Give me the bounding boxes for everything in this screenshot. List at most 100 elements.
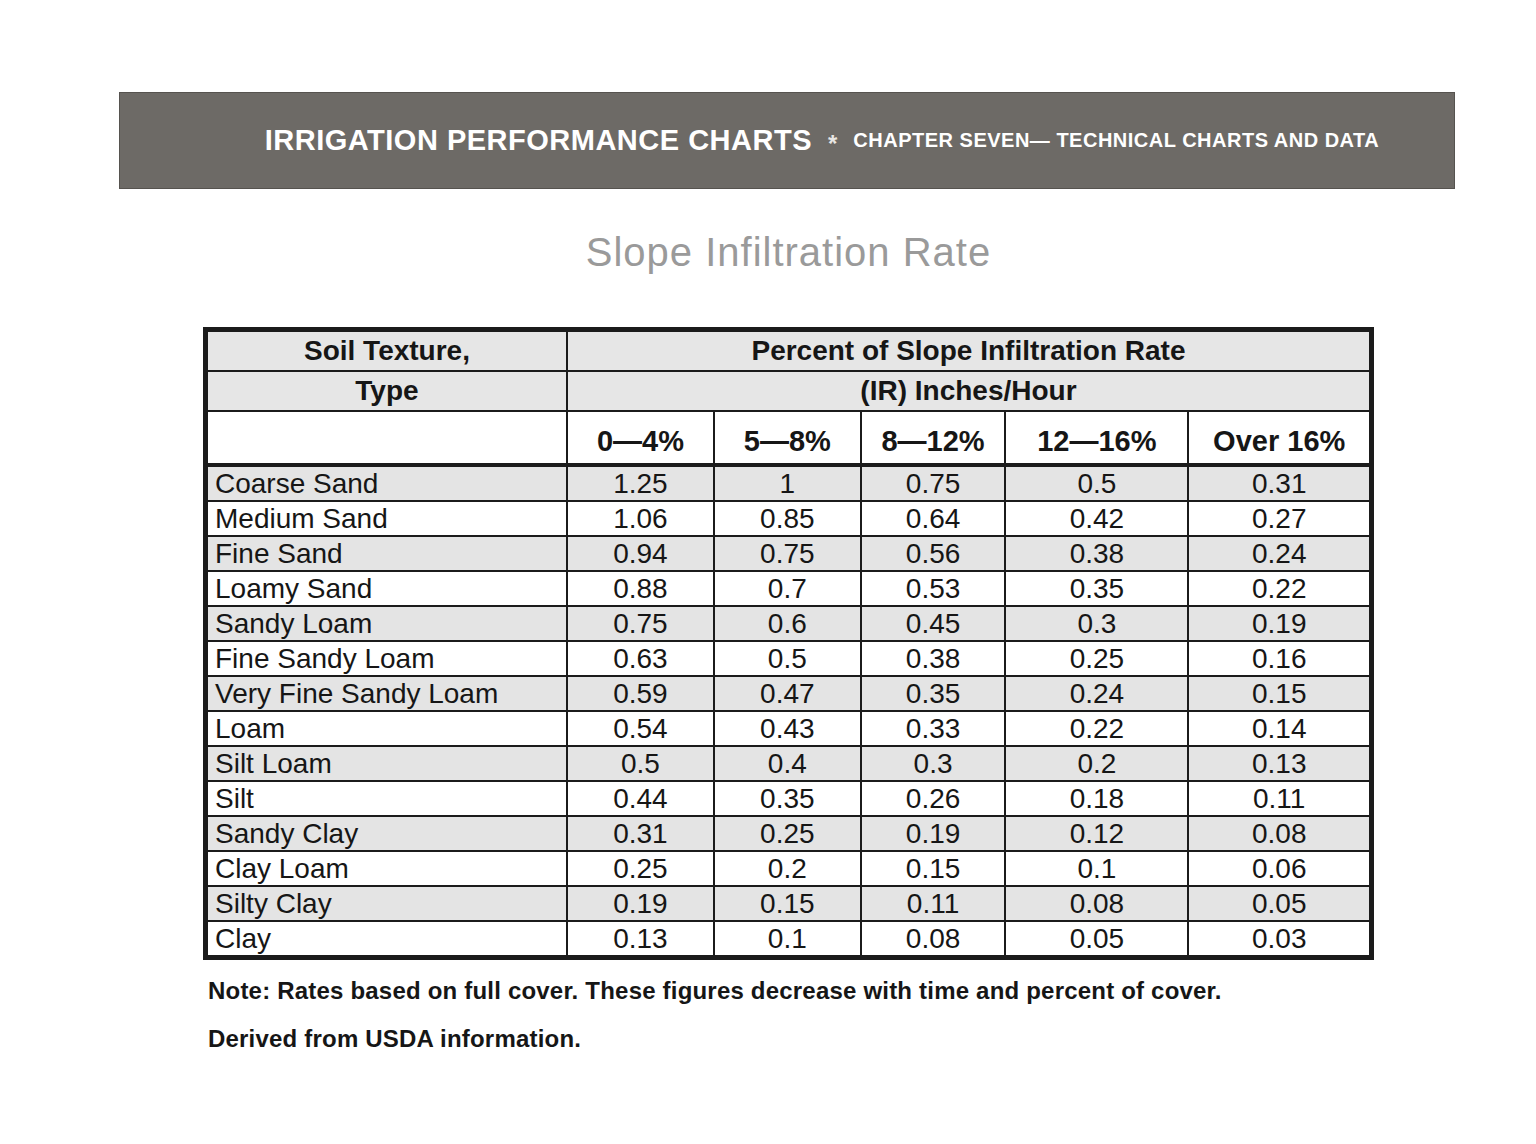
rate-cell: 0.25 <box>714 816 861 851</box>
rate-cell: 0.5 <box>567 746 714 781</box>
rate-cell: 0.43 <box>714 711 861 746</box>
rate-cell: 0.05 <box>1188 886 1371 921</box>
table-row: Silty Clay0.190.150.110.080.05 <box>206 886 1372 921</box>
rate-cell: 0.42 <box>1005 501 1188 536</box>
span-header-line2: (IR) Inches/Hour <box>567 371 1372 411</box>
chapter-header-bar: IRRIGATION PERFORMANCE CHARTS * CHAPTER … <box>119 92 1455 189</box>
soil-texture-cell: Clay <box>206 921 567 958</box>
soil-texture-cell: Medium Sand <box>206 501 567 536</box>
header-row-2: Type (IR) Inches/Hour <box>206 371 1372 411</box>
rate-cell: 1.06 <box>567 501 714 536</box>
rate-cell: 1.25 <box>567 465 714 501</box>
rate-cell: 0.22 <box>1005 711 1188 746</box>
scanned-page: IRRIGATION PERFORMANCE CHARTS * CHAPTER … <box>0 0 1536 1144</box>
table-row: Clay Loam0.250.20.150.10.06 <box>206 851 1372 886</box>
rate-cell: 0.63 <box>567 641 714 676</box>
rate-cell: 0.06 <box>1188 851 1371 886</box>
rate-cell: 0.27 <box>1188 501 1371 536</box>
soil-texture-cell: Loamy Sand <box>206 571 567 606</box>
rate-cell: 0.33 <box>861 711 1006 746</box>
rate-cell: 0.38 <box>861 641 1006 676</box>
span-header-line1: Percent of Slope Infiltration Rate <box>567 330 1372 372</box>
rate-cell: 0.19 <box>861 816 1006 851</box>
soil-texture-header-line1: Soil Texture, <box>206 330 567 372</box>
table-row: Very Fine Sandy Loam0.590.470.350.240.15 <box>206 676 1372 711</box>
rate-cell: 0.54 <box>567 711 714 746</box>
slope-column-header: Over 16% <box>1188 411 1371 465</box>
table-row: Silt0.440.350.260.180.11 <box>206 781 1372 816</box>
rate-cell: 0.38 <box>1005 536 1188 571</box>
rate-cell: 0.59 <box>567 676 714 711</box>
header-row-1: Soil Texture, Percent of Slope Infiltrat… <box>206 330 1372 372</box>
rate-cell: 0.44 <box>567 781 714 816</box>
table-row: Fine Sandy Loam0.630.50.380.250.16 <box>206 641 1372 676</box>
asterisk-separator: * <box>828 130 837 158</box>
soil-texture-cell: Fine Sand <box>206 536 567 571</box>
rate-cell: 0.14 <box>1188 711 1371 746</box>
soil-texture-cell: Clay Loam <box>206 851 567 886</box>
table-head: Soil Texture, Percent of Slope Infiltrat… <box>206 330 1372 466</box>
rate-cell: 0.47 <box>714 676 861 711</box>
rate-cell: 0.15 <box>861 851 1006 886</box>
rate-cell: 0.7 <box>714 571 861 606</box>
rate-cell: 0.45 <box>861 606 1006 641</box>
soil-texture-cell: Sandy Loam <box>206 606 567 641</box>
rate-cell: 0.19 <box>1188 606 1371 641</box>
chapter-header-subtitle: CHAPTER SEVEN— TECHNICAL CHARTS AND DATA <box>853 129 1379 152</box>
table-row: Loam0.540.430.330.220.14 <box>206 711 1372 746</box>
rate-cell: 0.13 <box>1188 746 1371 781</box>
rate-cell: 0.3 <box>861 746 1006 781</box>
slope-column-header: 12—16% <box>1005 411 1188 465</box>
rate-cell: 0.5 <box>714 641 861 676</box>
rate-cell: 0.75 <box>567 606 714 641</box>
rate-cell: 0.22 <box>1188 571 1371 606</box>
table-row: Coarse Sand1.2510.750.50.31 <box>206 465 1372 501</box>
rate-cell: 0.35 <box>1005 571 1188 606</box>
rate-cell: 0.19 <box>567 886 714 921</box>
table-row: Loamy Sand0.880.70.530.350.22 <box>206 571 1372 606</box>
rate-cell: 0.15 <box>714 886 861 921</box>
rate-cell: 0.25 <box>1005 641 1188 676</box>
rate-cell: 1 <box>714 465 861 501</box>
soil-texture-header-line2: Type <box>206 371 567 411</box>
chapter-header-title: IRRIGATION PERFORMANCE CHARTS <box>265 124 812 157</box>
soil-texture-cell: Very Fine Sandy Loam <box>206 676 567 711</box>
table-row: Clay0.130.10.080.050.03 <box>206 921 1372 958</box>
rate-cell: 0.4 <box>714 746 861 781</box>
rate-cell: 0.94 <box>567 536 714 571</box>
soil-texture-cell: Loam <box>206 711 567 746</box>
rate-cell: 0.56 <box>861 536 1006 571</box>
rate-cell: 0.11 <box>861 886 1006 921</box>
rate-cell: 0.31 <box>1188 465 1371 501</box>
table-row: Sandy Loam0.750.60.450.30.19 <box>206 606 1372 641</box>
soil-texture-cell: Silty Clay <box>206 886 567 921</box>
rate-cell: 0.53 <box>861 571 1006 606</box>
rate-cell: 0.03 <box>1188 921 1371 958</box>
rate-cell: 0.5 <box>1005 465 1188 501</box>
rate-cell: 0.12 <box>1005 816 1188 851</box>
rate-cell: 0.1 <box>1005 851 1188 886</box>
rate-cell: 0.08 <box>861 921 1006 958</box>
rate-cell: 0.24 <box>1188 536 1371 571</box>
table-row: Fine Sand0.940.750.560.380.24 <box>206 536 1372 571</box>
rate-cell: 0.3 <box>1005 606 1188 641</box>
soil-texture-cell: Sandy Clay <box>206 816 567 851</box>
soil-texture-cell: Coarse Sand <box>206 465 567 501</box>
rate-cell: 0.08 <box>1005 886 1188 921</box>
rate-cell: 0.2 <box>714 851 861 886</box>
soil-texture-cell: Silt Loam <box>206 746 567 781</box>
slope-column-header: 0—4% <box>567 411 714 465</box>
slope-infiltration-table: Soil Texture, Percent of Slope Infiltrat… <box>203 327 1374 960</box>
rate-cell: 0.2 <box>1005 746 1188 781</box>
soil-texture-cell: Fine Sandy Loam <box>206 641 567 676</box>
empty-corner-cell <box>206 411 567 465</box>
table-row: Silt Loam0.50.40.30.20.13 <box>206 746 1372 781</box>
rate-cell: 0.85 <box>714 501 861 536</box>
table-row: Medium Sand1.060.850.640.420.27 <box>206 501 1372 536</box>
slope-column-header: 5—8% <box>714 411 861 465</box>
rate-cell: 0.26 <box>861 781 1006 816</box>
rate-cell: 0.08 <box>1188 816 1371 851</box>
slope-column-header: 8—12% <box>861 411 1006 465</box>
rate-cell: 0.35 <box>714 781 861 816</box>
page-title: Slope Infiltration Rate <box>203 230 1374 275</box>
